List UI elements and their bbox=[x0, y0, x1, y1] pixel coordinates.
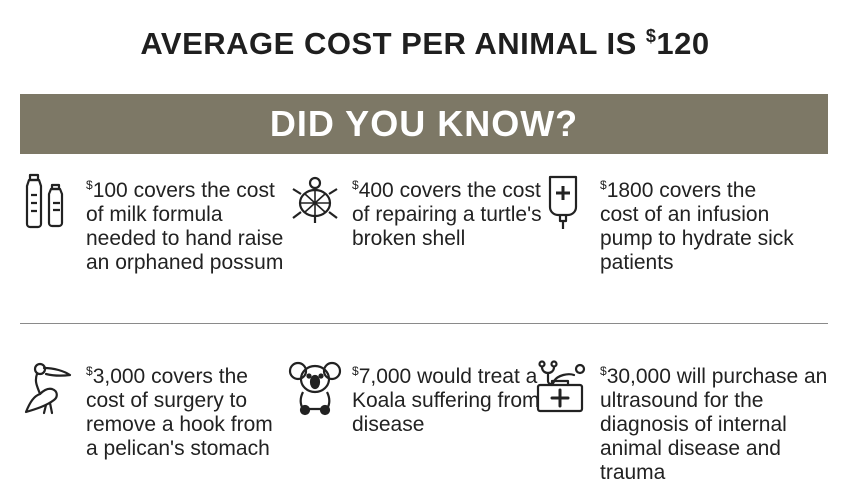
fact-description: will purchase an ultrasound for the diag… bbox=[600, 365, 828, 484]
fact-text: $3,000 covers the cost of surgery to rem… bbox=[86, 359, 286, 461]
fact-text: $100 covers the cost of milk formula nee… bbox=[86, 173, 286, 275]
fact-text: $1800 covers the cost of an infusion pum… bbox=[600, 173, 800, 275]
section-divider bbox=[20, 323, 828, 324]
fact-currency: $ bbox=[600, 178, 607, 192]
fact-currency: $ bbox=[86, 178, 93, 192]
fact-amount: 3,000 bbox=[92, 365, 146, 388]
fact-text: $7,000 would treat a Koala suffering fro… bbox=[352, 359, 552, 437]
fact-amount: 7,000 bbox=[358, 365, 412, 388]
fact-description: covers the cost of milk formula needed t… bbox=[86, 179, 284, 274]
fact-amount: 400 bbox=[358, 179, 394, 202]
headline-currency: $ bbox=[645, 26, 657, 46]
fact-description: covers the cost of surgery to remove a h… bbox=[86, 365, 273, 460]
fact-text: $400 covers the cost of repairing a turt… bbox=[352, 173, 552, 251]
fact-currency: $ bbox=[600, 364, 607, 378]
fact-description: would treat a Koala suffering from disea… bbox=[352, 365, 540, 436]
infusion-bag-icon bbox=[534, 173, 592, 231]
koala-icon bbox=[286, 359, 344, 417]
fact-amount: 100 bbox=[92, 179, 128, 202]
fact-amount: 30,000 bbox=[606, 365, 671, 388]
headline-amount: 120 bbox=[656, 26, 710, 61]
fact-amount: 1800 bbox=[606, 179, 654, 202]
medical-kit-stethoscope-icon bbox=[534, 359, 592, 417]
milk-bottles-icon bbox=[20, 173, 78, 231]
fact-description: covers the cost of repairing a turtle's … bbox=[352, 179, 542, 250]
fact-currency: $ bbox=[352, 178, 359, 192]
headline: AVERAGE COST PER ANIMAL IS $120 bbox=[0, 26, 850, 62]
fact-text: $30,000 will purchase an ultrasound for … bbox=[600, 359, 830, 485]
headline-text: AVERAGE COST PER ANIMAL IS bbox=[140, 26, 646, 61]
fact-description: covers the cost of an infusion pump to h… bbox=[600, 179, 794, 274]
turtle-icon bbox=[286, 173, 344, 231]
did-you-know-banner: DID YOU KNOW? bbox=[20, 94, 828, 154]
pelican-icon bbox=[20, 359, 78, 417]
fact-currency: $ bbox=[86, 364, 93, 378]
fact-currency: $ bbox=[352, 364, 359, 378]
